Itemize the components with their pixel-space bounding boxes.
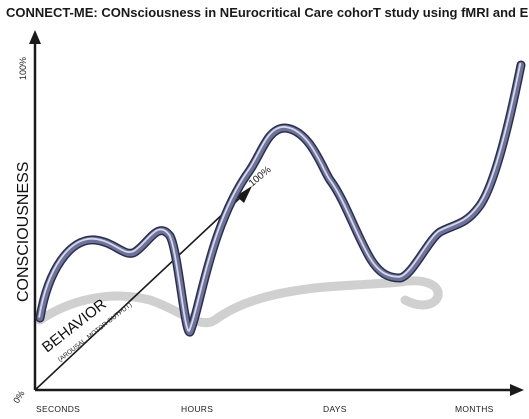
x-tick-days: DAYS [323,404,347,414]
y-axis-origin-label: 0% [11,389,26,405]
behavior-axis-line [34,195,243,391]
consciousness-curve [35,60,526,337]
x-tick-hours: HOURS [181,404,213,414]
diagram-title: CONNECT-ME: CONsciousness in NEurocritic… [6,5,529,20]
y-axis-label: CONSCIOUSNESS [15,162,32,302]
y-axis-top-label: 100% [18,57,28,80]
x-tick-seconds: SECONDS [36,404,80,414]
x-tick-months: MONTHS [455,404,494,414]
x-axis-arrow-icon [510,384,524,396]
y-axis-arrow-icon [29,30,41,44]
curve-shadow [35,276,443,328]
behavior-axis-arrow-icon [236,186,252,203]
